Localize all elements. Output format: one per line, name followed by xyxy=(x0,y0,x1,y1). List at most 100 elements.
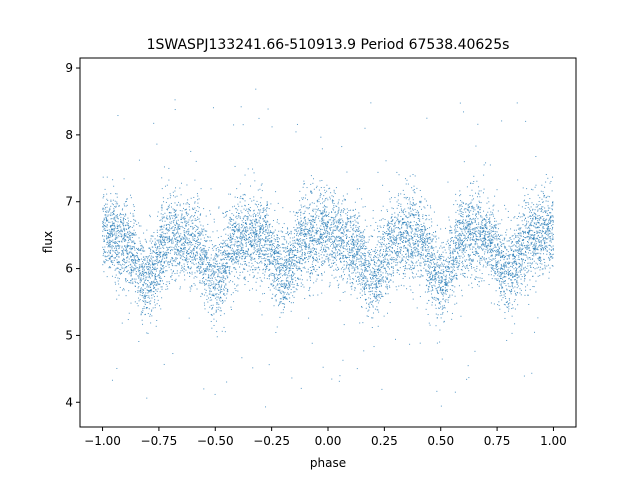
data-point xyxy=(228,269,230,271)
data-point xyxy=(155,249,157,251)
data-point xyxy=(389,302,391,304)
data-point xyxy=(250,256,252,258)
data-point xyxy=(515,236,517,238)
data-point xyxy=(540,260,542,262)
data-point xyxy=(152,291,154,293)
data-point xyxy=(324,251,326,253)
data-point xyxy=(407,203,409,205)
data-point xyxy=(107,211,109,213)
data-point xyxy=(419,264,421,266)
data-point xyxy=(509,302,511,304)
data-point xyxy=(184,249,186,251)
data-point xyxy=(284,287,286,289)
data-point xyxy=(376,294,378,296)
data-point xyxy=(454,274,456,276)
data-point xyxy=(151,297,153,299)
data-point xyxy=(359,322,361,324)
data-point xyxy=(132,267,134,269)
data-point xyxy=(313,259,315,261)
data-point xyxy=(538,245,540,247)
data-point xyxy=(430,255,432,257)
data-point xyxy=(445,299,447,301)
data-point xyxy=(476,243,478,245)
data-point xyxy=(142,296,144,298)
data-point xyxy=(245,244,247,246)
data-point xyxy=(520,251,522,253)
data-point xyxy=(389,198,391,200)
data-point xyxy=(198,263,200,265)
data-point xyxy=(344,199,346,201)
data-point xyxy=(366,315,368,317)
data-point xyxy=(149,313,151,315)
data-point xyxy=(349,215,351,217)
data-point xyxy=(348,269,350,271)
data-point xyxy=(358,248,360,250)
data-point xyxy=(397,245,399,247)
data-point xyxy=(332,231,334,233)
data-point xyxy=(269,256,271,258)
data-point xyxy=(387,261,389,263)
data-point xyxy=(244,252,246,254)
data-point xyxy=(131,240,133,242)
data-point xyxy=(134,219,136,221)
data-point xyxy=(324,206,326,208)
data-point xyxy=(264,224,266,226)
data-point xyxy=(363,248,365,250)
data-point xyxy=(536,230,538,232)
data-point xyxy=(518,234,520,236)
data-point xyxy=(234,261,236,263)
data-point xyxy=(320,248,322,250)
data-point xyxy=(248,208,250,210)
data-point xyxy=(234,283,236,285)
data-point xyxy=(406,261,408,263)
data-point xyxy=(409,175,411,177)
data-point xyxy=(395,259,397,261)
data-point xyxy=(155,263,157,265)
data-point xyxy=(473,198,474,200)
data-point xyxy=(469,228,471,230)
data-point xyxy=(345,257,347,259)
data-point xyxy=(189,240,191,242)
data-point xyxy=(469,231,471,233)
data-point xyxy=(249,243,251,245)
data-point xyxy=(200,238,202,240)
data-point xyxy=(239,250,241,252)
data-point xyxy=(185,213,187,215)
data-point xyxy=(371,290,373,292)
data-point xyxy=(520,254,522,256)
data-point xyxy=(544,220,546,222)
data-point xyxy=(243,254,245,256)
data-point xyxy=(326,253,328,255)
data-point xyxy=(434,268,436,270)
data-point xyxy=(536,252,538,254)
data-point xyxy=(341,232,343,234)
data-point xyxy=(469,239,471,241)
data-point xyxy=(256,221,258,223)
data-point xyxy=(116,243,118,245)
data-point xyxy=(252,219,254,221)
data-point xyxy=(510,288,512,290)
data-point xyxy=(247,217,249,219)
data-point xyxy=(365,248,367,250)
data-point xyxy=(133,246,135,248)
data-point xyxy=(154,260,156,262)
data-point xyxy=(469,246,471,248)
data-point xyxy=(324,209,326,211)
data-point xyxy=(362,230,364,232)
data-point xyxy=(349,252,351,254)
data-point xyxy=(538,226,540,228)
data-point xyxy=(413,277,415,279)
data-point xyxy=(179,288,181,290)
data-point xyxy=(285,261,287,263)
data-point xyxy=(523,200,525,202)
data-point xyxy=(356,236,358,238)
data-point xyxy=(286,227,288,229)
data-point xyxy=(447,266,449,268)
data-point xyxy=(515,294,517,296)
data-point xyxy=(146,273,148,275)
data-point xyxy=(389,236,391,238)
data-point xyxy=(349,248,351,250)
data-point xyxy=(439,290,441,292)
data-point xyxy=(338,380,340,382)
data-point xyxy=(143,277,145,279)
